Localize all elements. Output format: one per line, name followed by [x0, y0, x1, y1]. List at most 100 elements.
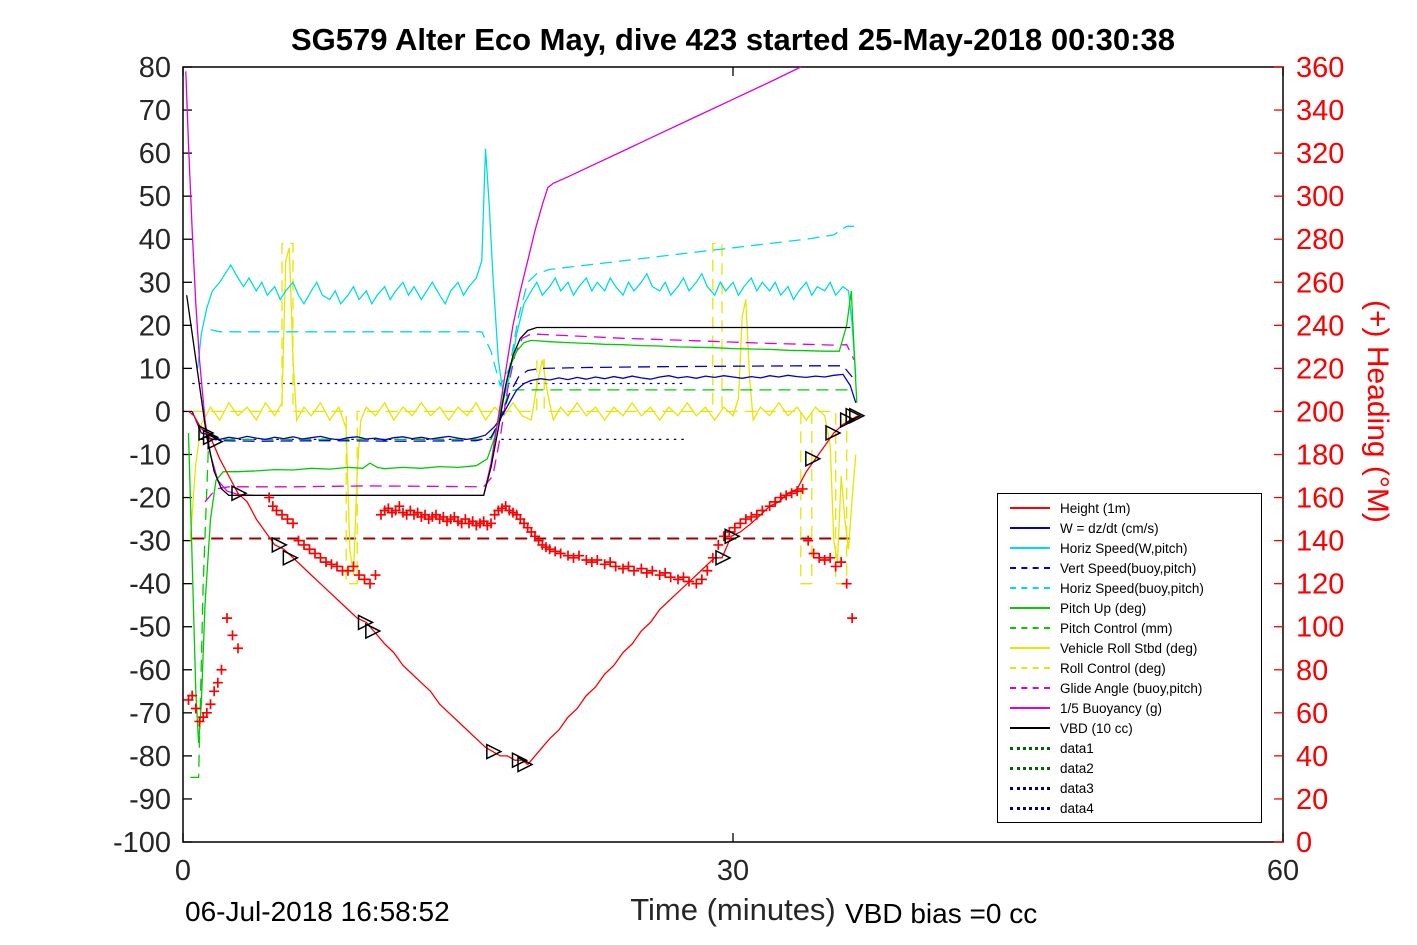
plus-marker [568, 552, 579, 563]
plus-marker [190, 703, 201, 714]
y-left-tick-label: -20 [129, 483, 171, 515]
legend-label: Roll Control (deg) [1060, 660, 1166, 676]
legend-line-sample [1010, 687, 1050, 689]
y-left-tick-label: -80 [129, 741, 171, 773]
y-right-tick-label: 180 [1296, 440, 1344, 472]
y-right-tick-label: 0 [1296, 827, 1312, 859]
plus-marker [825, 552, 836, 563]
chart-title: SG579 Alter Eco May, dive 423 started 25… [291, 22, 1175, 57]
plus-marker [629, 565, 639, 576]
series-glide-angle [204, 333, 855, 503]
plus-marker [212, 677, 223, 688]
plus-marker [282, 514, 293, 525]
right-axis-label: (+) Heading (°M) [1361, 300, 1394, 523]
plus-marker [227, 630, 238, 641]
legend-item: Vert Speed(buoy,pitch) [1010, 561, 1257, 576]
plus-marker [264, 492, 275, 503]
legend-label: W = dz/dt (cm/s) [1060, 520, 1159, 536]
plus-marker [592, 554, 603, 565]
plus-marker [647, 565, 658, 576]
triangle-marker [511, 751, 529, 769]
x-tick-label: 60 [1267, 855, 1299, 887]
y-right-tick-label: 240 [1296, 310, 1344, 342]
y-left-tick-label: 80 [139, 52, 171, 84]
plus-marker [586, 557, 597, 568]
y-left-tick-label: 60 [139, 138, 171, 170]
plus-marker [233, 643, 243, 654]
plus-marker [288, 518, 298, 529]
plus-marker [216, 664, 227, 675]
plus-marker [836, 557, 847, 568]
x-tick-label: 0 [175, 855, 191, 887]
plus-marker [803, 535, 814, 546]
y-right-tick-label: 20 [1296, 784, 1328, 816]
plus-marker [354, 570, 364, 581]
legend-item: Vehicle Roll Stbd (deg) [1010, 641, 1257, 656]
plus-marker [304, 544, 315, 555]
vbd-bias-text: VBD bias =0 cc [845, 898, 1038, 929]
triangle-marker [517, 756, 534, 773]
y-left-tick-label: 0 [155, 396, 171, 428]
legend-line-sample [1010, 607, 1050, 609]
triangle-marker [724, 528, 741, 545]
plus-marker [332, 561, 342, 572]
plus-marker [187, 690, 198, 701]
legend-line-sample [1010, 647, 1050, 649]
legend-label: Pitch Control (mm) [1060, 620, 1173, 636]
y-left-tick-label: -100 [113, 827, 171, 859]
series-horiz-speed-buoy [210, 225, 854, 388]
legend-label: data2 [1060, 760, 1094, 776]
y-left-tick-label: 70 [139, 95, 171, 127]
triangle-marker [365, 622, 382, 640]
series-vbd [186, 295, 851, 497]
plus-marker [271, 505, 282, 516]
legend-line-sample [1010, 587, 1050, 589]
plus-marker [348, 561, 359, 572]
x-axis-label: Time (minutes) [630, 892, 836, 927]
legend-item: Glide Angle (buoy,pitch) [1010, 681, 1257, 696]
y-left-tick-label: -30 [129, 526, 171, 558]
legend-line-sample [1010, 627, 1050, 629]
y-right-tick-label: 300 [1296, 181, 1344, 213]
plus-marker [201, 707, 212, 718]
series-vert-speed-buoy [204, 365, 853, 442]
plus-marker [365, 578, 375, 589]
legend-item: Height (1m) [1010, 501, 1257, 516]
triangle-marker [845, 407, 862, 424]
y-right-tick-label: 340 [1296, 95, 1344, 127]
legend-line-sample [1010, 727, 1050, 729]
plus-marker [574, 550, 584, 561]
plus-marker [702, 565, 713, 576]
x-tick-label: 30 [717, 855, 749, 887]
triangle-marker [486, 743, 503, 760]
legend-line-sample [1010, 547, 1050, 549]
y-right-tick-label: 360 [1296, 52, 1344, 84]
legend-label: Horiz Speed(W,pitch) [1060, 540, 1188, 556]
plus-marker [343, 565, 353, 576]
legend-item: data4 [1010, 801, 1257, 816]
plot-timestamp: 06-Jul-2018 16:58:52 [185, 896, 450, 927]
legend-label: data3 [1060, 780, 1094, 796]
plus-marker [841, 578, 852, 589]
legend-item: Pitch Control (mm) [1010, 621, 1257, 636]
plus-marker [605, 557, 616, 568]
plus-marker [623, 561, 634, 572]
legend-line-sample [1010, 707, 1050, 709]
plus-marker [277, 509, 287, 520]
legend-label: data1 [1060, 740, 1094, 756]
triangle-marker [825, 424, 842, 442]
plus-marker [563, 550, 573, 561]
y-left-tick-label: -10 [129, 440, 171, 472]
legend-line-sample [1010, 786, 1050, 790]
series-pitch-control [190, 389, 853, 779]
plus-marker [814, 552, 825, 563]
legend-label: Glide Angle (buoy,pitch) [1060, 680, 1203, 696]
plus-marker [299, 539, 309, 550]
plus-marker [665, 572, 676, 583]
legend-item: data3 [1010, 781, 1257, 796]
plus-marker [555, 548, 566, 559]
y-right-tick-label: 120 [1296, 569, 1344, 601]
plus-marker [660, 567, 671, 578]
y-right-tick-label: 40 [1296, 741, 1328, 773]
